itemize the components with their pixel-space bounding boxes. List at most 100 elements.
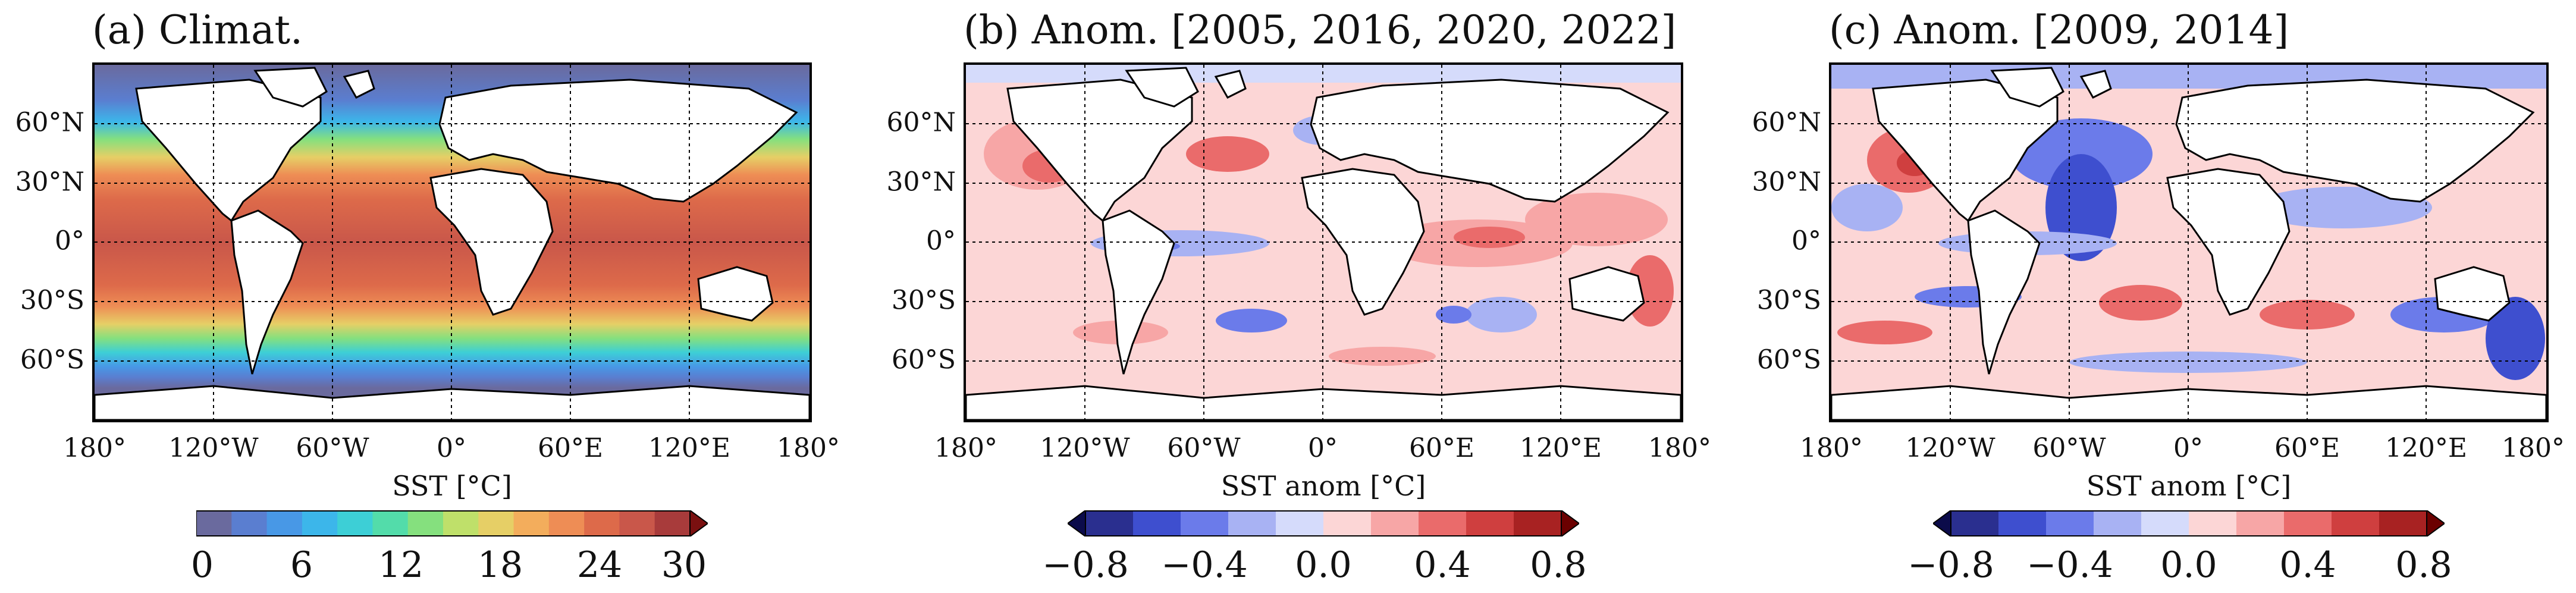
colorbar-outline	[1085, 510, 1562, 536]
lon-label-180e: 180°	[1648, 433, 1711, 463]
colorbar-label: SST [°C]	[392, 470, 512, 502]
colorbar-segment	[1419, 510, 1467, 536]
colorbar-tick: 6	[290, 544, 313, 586]
panel-climatology: (a) Climat.	[0, 0, 840, 593]
lon-label-60w: 60°W	[2032, 433, 2106, 463]
panel-anomaly-b: (b) Anom. [2005, 2016, 2020, 2022]	[871, 0, 1711, 593]
colorbar	[1933, 510, 2445, 536]
lat-label-30s: 30°S	[20, 285, 84, 316]
lon-label-0: 0°	[437, 433, 466, 463]
lon-label-180w: 180°	[934, 433, 997, 463]
lat-label-60s: 60°S	[1756, 344, 1821, 375]
lat-label-60n: 60°N	[15, 107, 85, 138]
lon-label-60w: 60°W	[296, 433, 369, 463]
colorbar-segment	[2094, 510, 2142, 536]
lon-label-60e: 60°E	[537, 433, 604, 463]
colorbar-outline	[196, 510, 691, 536]
lat-label-60s: 60°S	[891, 344, 956, 375]
colorbar-extend-max	[2426, 510, 2445, 536]
colorbar-tick: −0.4	[2026, 544, 2113, 586]
colorbar-segment	[2046, 510, 2094, 536]
colorbar-label: SST anom [°C]	[1220, 470, 1426, 502]
map-anomaly-c	[1829, 62, 2549, 422]
panel-title: (c) Anom. [2009, 2014]	[1829, 7, 2289, 53]
lon-label-120w: 120°W	[1040, 433, 1130, 463]
lat-label-60n: 60°N	[886, 107, 956, 138]
lon-label-180w: 180°	[1800, 433, 1863, 463]
lat-label-30n: 30°N	[1752, 167, 1822, 197]
graticule	[966, 65, 1681, 420]
colorbar-segment	[2141, 510, 2189, 536]
colorbar-segment	[2236, 510, 2285, 536]
colorbar	[1068, 510, 1579, 536]
colorbar-tick: 18	[477, 544, 523, 586]
colorbar-label: SST anom [°C]	[2086, 470, 2292, 502]
colorbar-segment	[196, 510, 232, 536]
continents	[966, 67, 1681, 420]
lat-label-30n: 30°N	[886, 167, 956, 197]
colorbar-extend-min	[1933, 510, 1951, 536]
colorbar-segment	[2379, 510, 2427, 536]
colorbar-segment	[407, 510, 444, 536]
colorbar-tick: −0.8	[1907, 544, 1994, 586]
colorbar-tick: 0	[190, 544, 214, 586]
colorbar-segment	[372, 510, 409, 536]
colorbar-segment	[337, 510, 373, 536]
lon-label-0: 0°	[1308, 433, 1338, 463]
colorbar-tick: −0.8	[1042, 544, 1129, 586]
colorbar-extend-max	[689, 510, 708, 536]
colorbar-segment	[1276, 510, 1324, 536]
colorbar-tick: 0.4	[2279, 544, 2336, 586]
continents	[1831, 67, 2546, 420]
lon-label-60e: 60°E	[1408, 433, 1475, 463]
panel-title: (b) Anom. [2005, 2016, 2020, 2022]	[964, 7, 1677, 53]
colorbar-segment	[2332, 510, 2380, 536]
lon-label-60w: 60°W	[1167, 433, 1241, 463]
colorbar-segment	[1181, 510, 1229, 536]
colorbar-segment	[302, 510, 338, 536]
lon-label-60e: 60°E	[2274, 433, 2340, 463]
continents	[95, 67, 809, 420]
lat-label-30s: 30°S	[1756, 285, 1821, 316]
lat-label-eq: 0°	[926, 225, 956, 256]
colorbar-segment	[619, 510, 655, 536]
colorbar-tick: 0.8	[1530, 544, 1587, 586]
graticule	[1831, 65, 2546, 420]
lat-label-30n: 30°N	[15, 167, 85, 197]
colorbar-segment	[1228, 510, 1276, 536]
colorbar-segment	[1514, 510, 1562, 536]
colorbar-segment	[1371, 510, 1419, 536]
lon-label-120w: 120°W	[1905, 433, 1995, 463]
graticule	[95, 65, 809, 420]
colorbar-tick: 12	[378, 544, 424, 586]
lat-label-60s: 60°S	[20, 344, 84, 375]
colorbar-tick: 0.4	[1414, 544, 1471, 586]
lon-label-120e: 120°E	[648, 433, 731, 463]
panel-anomaly-c: (c) Anom. [2009, 2014]	[1737, 0, 2565, 593]
panel-title: (a) Climat.	[92, 7, 303, 53]
colorbar-extend-min	[1068, 510, 1086, 536]
colorbar-segment	[1466, 510, 1514, 536]
colorbar	[196, 510, 708, 536]
colorbar-outline	[1950, 510, 2427, 536]
colorbar-segment	[1951, 510, 1999, 536]
colorbar-tick: 24	[576, 544, 623, 586]
colorbar-extend-max	[1561, 510, 1579, 536]
lon-label-120e: 120°E	[1519, 433, 1602, 463]
colorbar-segment	[1998, 510, 2047, 536]
colorbar-segment	[1323, 510, 1372, 536]
lon-label-0: 0°	[2173, 433, 2203, 463]
colorbar-tick: 0.0	[2160, 544, 2217, 586]
colorbar-tick: 0.8	[2395, 544, 2452, 586]
map-anomaly-b	[964, 62, 1683, 422]
colorbar-tick: 30	[661, 544, 707, 586]
colorbar-segment	[513, 510, 550, 536]
colorbar-segment	[266, 510, 303, 536]
lon-label-120w: 120°W	[168, 433, 259, 463]
lon-label-180e: 180°	[2502, 433, 2565, 463]
colorbar-segment	[2284, 510, 2332, 536]
colorbar-tick: 0.0	[1295, 544, 1352, 586]
lat-label-60n: 60°N	[1752, 107, 1822, 138]
colorbar-segment	[1133, 510, 1181, 536]
colorbar-segment	[548, 510, 585, 536]
